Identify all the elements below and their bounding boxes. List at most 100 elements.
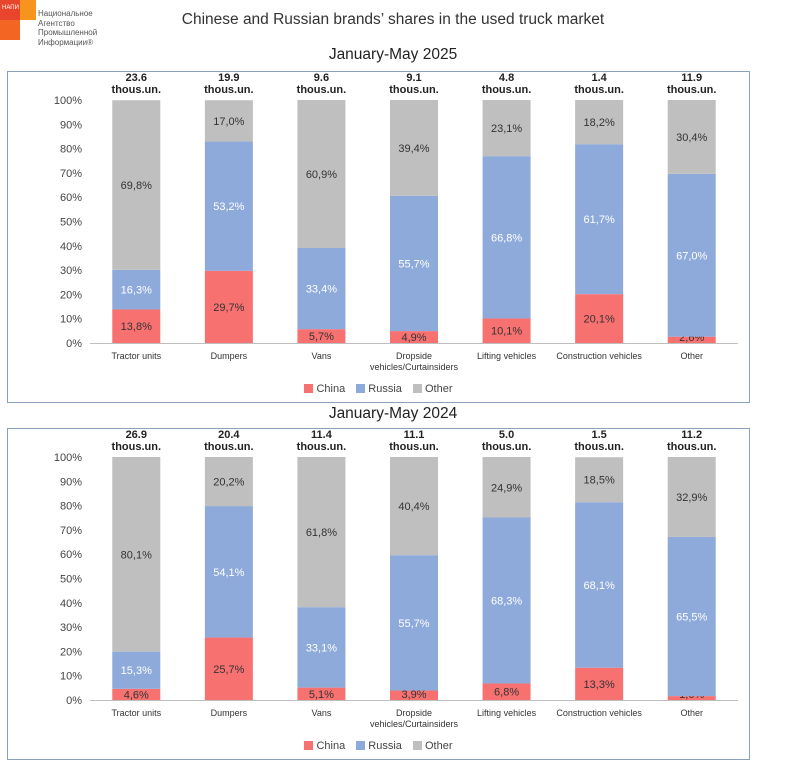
legend-item-russia: Russia [356,740,402,752]
y-tick-label: 90% [60,476,82,488]
bar-segment-other [390,457,438,556]
bar-segment-other [575,457,624,503]
total-label-value: 1.4 [591,72,607,84]
logo-square-red [0,0,20,20]
total-label-value: 1.5 [591,429,606,441]
total-label-unit: thous.un. [667,441,717,453]
bar-segment-china [575,667,624,700]
total-label-value: 9.6 [314,72,329,84]
logo-line: Промышленной [38,28,98,37]
data-label-other: 24,9% [491,482,522,494]
data-label-china: 20,1% [584,314,615,326]
legend-2025: China Russia Other [8,383,749,395]
legend-label-russia: Russia [368,740,402,752]
bar-segment-other [112,100,161,270]
y-tick-label: 80% [60,144,82,156]
data-label-russia: 68,1% [584,580,615,592]
x-category-label: Other [680,351,703,361]
data-label-china: 4,6% [124,689,149,701]
bar-segment-china [390,690,438,700]
data-label-russia: 65,5% [676,612,707,624]
y-tick-label: 20% [60,289,82,301]
data-label-china: 4,9% [401,332,426,344]
data-label-other: 39,4% [398,143,429,155]
bar-segment-russia [112,269,161,310]
total-label-unit: thous.un. [112,84,162,96]
total-label-value: 23.6 [126,72,147,84]
y-tick-label: 60% [60,192,82,204]
total-label-value: 5.0 [499,429,514,441]
bar-segment-russia [390,195,438,332]
page-title: Chinese and Russian brands’ shares in th… [181,11,605,28]
logo-line: Информации® [38,37,94,47]
bar-segment-russia [204,141,253,271]
x-category-label: Other [680,708,703,718]
total-label-value: 19.9 [218,72,239,84]
logo-line: Национальное [38,9,93,18]
y-tick-label: 100% [54,452,82,464]
y-tick-label: 50% [60,574,82,586]
data-label-china: 6,8% [494,687,519,699]
data-label-other: 17,0% [213,116,244,128]
total-label-unit: thous.un. [482,84,532,96]
x-category-label: Dropside [396,351,432,361]
total-label-unit: thous.un. [389,84,439,96]
bar-segment-china [112,688,161,700]
bar-segment-china [297,687,346,700]
legend-swatch-other [412,384,422,393]
chart-title-2024: January-May 2024 [328,405,458,422]
bar-segment-other [204,100,253,142]
total-label-value: 11.1 [404,429,425,441]
data-label-russia: 33,4% [306,284,337,296]
bar-segment-china [667,696,716,700]
napi-logo: НАПИ Национальное Агентство Промышленной… [0,0,100,56]
x-category-label: Construction vehicles [556,708,642,718]
total-label-unit: thous.un. [667,84,717,96]
data-label-china: 5,7% [309,331,334,343]
data-label-russia: 67,0% [676,250,707,262]
legend-swatch-russia [356,384,366,393]
data-label-russia: 68,3% [491,595,522,607]
legend-item-other: Other [412,383,453,395]
data-label-china: 3,9% [401,689,426,701]
data-label-russia: 53,2% [213,201,244,213]
logo-square-orange [0,20,20,40]
y-tick-label: 50% [60,217,82,229]
bar-segment-russia [297,247,346,330]
bar-segment-china [390,331,438,343]
bar-segment-other [390,100,438,196]
legend-label-other: Other [424,383,453,395]
y-tick-label: 70% [60,525,82,537]
stacked-bar-chart-2024: 0% 10% 20% 30% 40% 50% 60% 70% 80% 90% 100% 4,6% 15,… [54,429,738,729]
x-category-label: Tractor units [111,351,161,361]
data-label-china: 5,1% [309,689,334,701]
bar-segment-other [297,457,346,608]
bar-segment-china [575,294,624,343]
total-label-value: 26.9 [126,429,147,441]
data-label-other: 61,8% [306,527,337,539]
y-tick-label: 0% [66,695,82,707]
bar-segment-china [482,318,531,343]
data-label-other: 32,9% [676,492,707,504]
x-category-label: Lifting vehicles [477,708,537,718]
data-label-other: 30,4% [676,132,707,144]
total-label-value: 9.1 [406,72,421,84]
bar-segment-russia [390,555,438,691]
legend-label-other: Other [424,740,453,752]
x-category-label-cont: vehicles/Curtainsiders [370,362,459,372]
total-label-unit: thous.un. [112,441,162,453]
bar-segment-other [667,100,716,174]
legend-label-china: China [316,383,346,395]
total-label-unit: thous.un. [574,441,624,453]
data-label-other: 40,4% [398,501,429,513]
x-category-label: Dumpers [211,351,248,361]
y-tick-label: 80% [60,501,82,513]
x-category-label: Lifting vehicles [477,351,537,361]
x-category-label: Construction vehicles [556,351,642,361]
legend-item-other: Other [412,740,453,752]
bar-segment-russia [667,536,716,697]
chart-panel-2025: 0% 10% 20% 30% 40% 50% 60% 70% 80% 90% 100% 13,8% 16… [7,71,750,403]
legend-label-russia: Russia [368,383,402,395]
bar-segment-china [204,270,253,343]
y-tick-label: 10% [60,314,82,326]
